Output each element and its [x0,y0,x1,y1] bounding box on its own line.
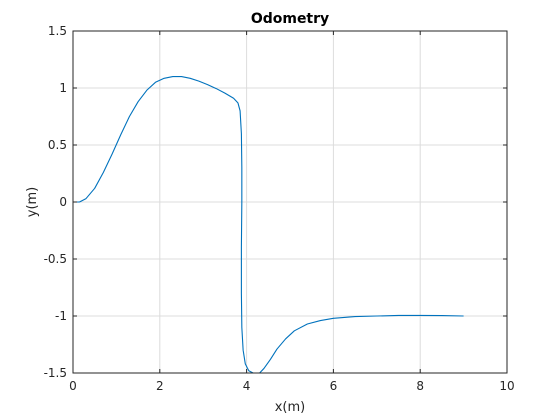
ticks: 0 2 4 6 8 10 -1.5 -1 -0.5 0 0.5 1 1.5 [44,24,515,393]
x-tick-label: 2 [156,379,164,393]
y-tick-label: 1.5 [48,24,67,38]
y-axis-label: y(m) [25,187,40,218]
y-tick-label: -1.5 [44,366,67,380]
x-axis-label: x(m) [275,400,306,415]
y-tick-label: 0.5 [48,138,67,152]
x-tick-label: 4 [243,379,251,393]
x-tick-label: 10 [499,379,514,393]
y-tick-label: -1 [55,309,67,323]
x-tick-label: 0 [69,379,77,393]
x-tick-label: 6 [330,379,338,393]
series-layer [73,76,464,374]
y-tick-label: 0 [59,195,67,209]
y-tick-label: 1 [59,81,67,95]
y-tick-label: -0.5 [44,252,67,266]
odometry-series-line [73,76,464,374]
chart-title: Odometry [251,11,329,27]
x-tick-label: 8 [416,379,424,393]
